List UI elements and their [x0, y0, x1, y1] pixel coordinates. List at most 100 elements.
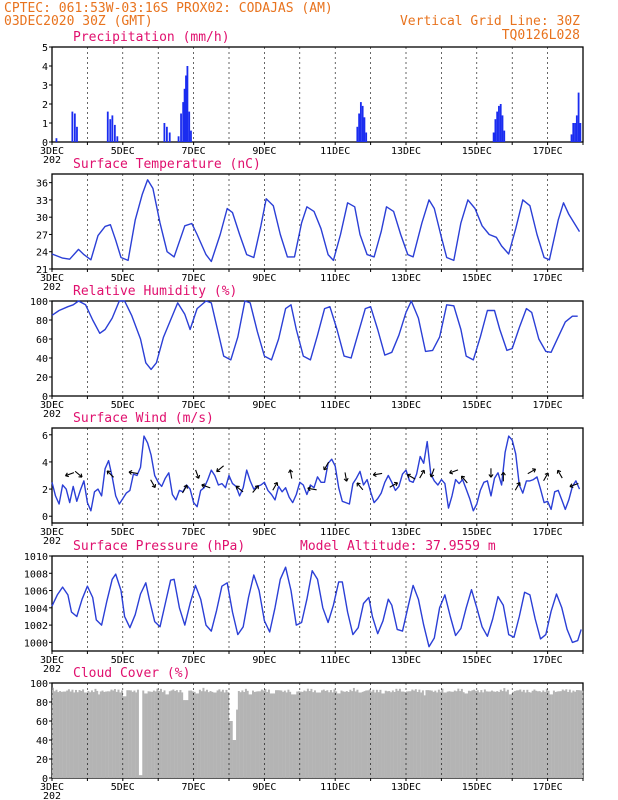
cloud-bar: [526, 689, 529, 778]
cloud-bar: [85, 692, 88, 778]
cloud-bar: [255, 691, 258, 778]
x-tick-label: 3DEC: [40, 400, 64, 411]
precip-bar: [185, 75, 187, 142]
cloud-bar: [124, 696, 127, 778]
x-tick-label: 5DEC: [111, 146, 135, 157]
wind-arrow: [201, 483, 211, 489]
wind-arrow: [272, 481, 279, 491]
cloud-bar: [402, 691, 405, 778]
y-tick-label: 24: [36, 248, 48, 259]
precip-bar: [109, 119, 112, 142]
cloud-bar: [452, 691, 454, 778]
cloud-bar: [480, 690, 483, 778]
cloud-bar: [73, 692, 76, 778]
cloud-bar: [567, 692, 570, 778]
precip-bar: [503, 130, 506, 142]
x-tick-label: 3DEC: [40, 273, 64, 284]
cloud-bar: [418, 689, 421, 778]
precip-bar: [494, 119, 497, 142]
x-tick-label: 11DEC: [320, 655, 350, 666]
cloud-bar: [273, 693, 276, 778]
cloud-bar: [152, 690, 155, 778]
y-tick-label: 80: [36, 698, 48, 709]
cloud-bar: [536, 691, 539, 778]
cloud-bar: [145, 693, 148, 778]
x-year-stub: 202: [43, 664, 61, 675]
x-tick-label: 7DEC: [182, 273, 206, 284]
precip-bar: [365, 132, 368, 142]
y-tick-label: 36: [36, 179, 48, 190]
cloud-bar: [241, 690, 244, 778]
cloud-bar: [367, 690, 370, 778]
cloud-bar: [202, 687, 205, 778]
temperature-panel: Surface Temperature (nC) 21 24 27 30 33 36 3DE…: [36, 157, 584, 293]
cloud-bar: [184, 700, 187, 778]
cloud-bar: [105, 691, 108, 778]
cloud-bar: [400, 691, 403, 778]
cloud-bar: [336, 693, 339, 778]
precip-bar: [492, 132, 495, 142]
cloud-bar: [416, 691, 419, 778]
cloud-bar: [439, 691, 442, 778]
cloud-bar: [243, 692, 246, 778]
cloud-bar: [329, 690, 332, 778]
cloud-bar: [218, 689, 221, 778]
cloud-bar: [94, 688, 97, 778]
cloud-bar: [579, 690, 582, 778]
cloud-bar: [467, 690, 470, 778]
cloud-cover-title: Cloud Cover (%): [73, 666, 190, 681]
cloud-bar: [177, 692, 180, 778]
wind-arrow: [128, 469, 138, 475]
cloud-bar: [205, 689, 208, 778]
cloud-bar: [282, 691, 285, 778]
cloud-bar: [519, 689, 522, 778]
precip-bar: [190, 130, 192, 142]
wind-arrow: [514, 481, 521, 491]
series-line: [51, 179, 581, 263]
cloud-bar: [344, 691, 347, 778]
cloud-bar: [301, 691, 304, 778]
header-run-date: 03DEC2020 30Z (GMT): [4, 14, 153, 29]
cloud-bar: [521, 691, 524, 778]
cloud-bar: [552, 690, 555, 778]
cloud-bar: [542, 690, 545, 778]
cloud-bar: [175, 690, 178, 778]
y-tick-label: 1: [42, 119, 48, 130]
cloud-bar: [398, 688, 401, 778]
precip-bar: [177, 136, 180, 142]
x-tick-label: 11DEC: [320, 273, 350, 284]
cloud-bar: [257, 691, 260, 778]
cloud-bar: [503, 688, 506, 778]
pressure-title: Surface Pressure (hPa): [73, 539, 245, 554]
series-line: [51, 435, 581, 512]
x-tick-label: 9DEC: [252, 400, 276, 411]
cloud-bar: [172, 689, 175, 778]
cloud-bar: [147, 691, 150, 778]
cloud-bar: [494, 691, 497, 778]
cloud-bar: [390, 692, 393, 778]
wind-arrow: [527, 468, 537, 475]
cloud-bar: [558, 691, 561, 778]
cloud-bar: [460, 688, 463, 778]
precip-bar: [73, 113, 76, 142]
precip-bar: [358, 113, 361, 142]
x-tick-label: 5DEC: [111, 400, 135, 411]
y-tick-label: 33: [36, 196, 48, 207]
wind-title: Surface Wind (m/s): [73, 411, 214, 426]
cloud-bar: [374, 692, 377, 778]
cloud-bar: [262, 690, 265, 778]
y-tick-label: 1010: [24, 552, 48, 563]
cloud-bar: [271, 693, 274, 778]
cloud-bar: [487, 691, 490, 778]
y-tick-label: 2: [42, 100, 48, 111]
x-tick-label: 9DEC: [252, 782, 276, 793]
cloud-bar: [434, 690, 437, 778]
cloud-bar: [167, 694, 170, 778]
cloud-bar: [437, 689, 440, 778]
y-tick-label: 27: [36, 230, 48, 241]
cloud-bar: [151, 691, 154, 778]
cloud-bar: [283, 690, 286, 778]
cloud-bar: [214, 692, 217, 778]
cloud-bar: [496, 691, 499, 778]
cloud-bar: [556, 691, 559, 778]
